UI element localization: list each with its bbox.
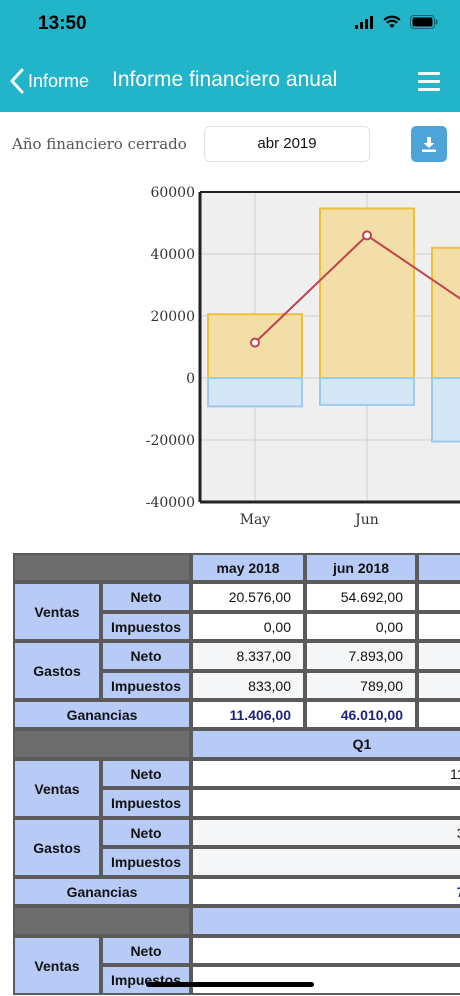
ganancias-label: Ganancias [13, 877, 191, 906]
neto-label: Neto [101, 936, 191, 965]
ventas-impuestos-value: 0,00 [191, 612, 305, 641]
ventas-label: Ventas [13, 582, 101, 641]
hamburger-menu-icon[interactable] [418, 72, 440, 96]
quarter-corner [13, 729, 191, 759]
back-button[interactable]: Informe [10, 68, 89, 94]
fiscal-year-selector[interactable]: abr 2019 [204, 126, 370, 162]
ganancias-value: 21 [417, 700, 460, 729]
ventas-neto-value: 54.692,00 [305, 582, 417, 612]
expense-bar [207, 377, 303, 408]
status-time: 13:50 [38, 13, 87, 34]
ganancias-value: 11.406,00 [191, 700, 305, 729]
impuestos-label: Impuestos [101, 847, 191, 877]
impuestos-label: Impuestos [101, 612, 191, 641]
neto-label: Neto [101, 641, 191, 671]
q1-gastos-neto-value: 34.999,00 [191, 818, 460, 847]
y-tick-label: 40000 [150, 247, 195, 263]
back-label: Informe [28, 70, 90, 91]
signal-icon [355, 15, 373, 29]
q1-ganancias-value: 78.813,00 [191, 877, 460, 906]
ventas-label: Ventas [13, 936, 101, 995]
ventas-neto-value: 20.576,00 [191, 582, 305, 612]
gastos-neto-value: 8.337,00 [191, 641, 305, 671]
status-icons [355, 15, 438, 29]
gastos-impuestos-value: 1 [417, 671, 460, 700]
fiscal-year-label: Año financiero cerrado [12, 135, 187, 153]
y-tick-label: 60000 [150, 185, 195, 201]
gastos-label: Gastos [13, 641, 101, 700]
ventas-label: Ventas [13, 759, 101, 818]
ganancias-label: Ganancias [13, 700, 191, 729]
expense-bar [431, 377, 460, 443]
next-ventas-impuestos-value [191, 965, 460, 995]
ventas-neto-value: 42 [417, 582, 460, 612]
impuestos-label: Impuestos [101, 965, 191, 995]
q1-ventas-impuestos-value: 0,00 [191, 788, 460, 818]
quarter-header[interactable]: Q1 [191, 729, 460, 759]
impuestos-label: Impuestos [101, 788, 191, 818]
month-header[interactable]: jul [417, 553, 460, 582]
chevron-left-icon [10, 68, 24, 94]
neto-label: Neto [101, 759, 191, 788]
home-indicator[interactable] [146, 982, 314, 987]
battery-icon [410, 15, 438, 29]
month-header[interactable]: may 2018 [191, 553, 305, 582]
month-header[interactable]: jun 2018 [305, 553, 417, 582]
quarter-corner [13, 906, 191, 936]
download-icon [422, 137, 436, 152]
wifi-icon [383, 15, 401, 28]
gastos-neto-value: 18 [417, 641, 460, 671]
x-tick-label: May [240, 512, 271, 528]
expense-bar [319, 377, 415, 406]
nav-bar: Informe Informe financiero anual [0, 50, 460, 112]
income-bar [431, 246, 460, 379]
page-title: Informe financiero anual [112, 68, 338, 91]
quarter-header[interactable] [191, 906, 460, 936]
q1-ventas-neto-value: 117.310,00 [191, 759, 460, 788]
q1-gastos-impuestos-value: 3.498,00 [191, 847, 460, 877]
y-tick-label: -20000 [146, 433, 195, 449]
neto-label: Neto [101, 818, 191, 847]
profit-point [250, 337, 260, 348]
profit-point [362, 230, 372, 241]
ganancias-value: 46.010,00 [305, 700, 417, 729]
y-tick-label: 0 [186, 371, 195, 387]
impuestos-label: Impuestos [101, 671, 191, 700]
y-tick-label: -40000 [146, 495, 195, 511]
neto-label: Neto [101, 582, 191, 612]
download-button[interactable] [411, 126, 447, 162]
gastos-neto-value: 7.893,00 [305, 641, 417, 671]
gastos-impuestos-value: 789,00 [305, 671, 417, 700]
ventas-impuestos-value: 0,00 [305, 612, 417, 641]
next-ventas-neto-value [191, 936, 460, 965]
y-tick-label: 20000 [150, 309, 195, 325]
gastos-impuestos-value: 833,00 [191, 671, 305, 700]
ventas-impuestos-value [417, 612, 460, 641]
status-bar: 13:50 [0, 0, 460, 50]
gastos-label: Gastos [13, 818, 101, 877]
table-corner [13, 553, 191, 582]
x-tick-label: Jun [353, 512, 379, 528]
